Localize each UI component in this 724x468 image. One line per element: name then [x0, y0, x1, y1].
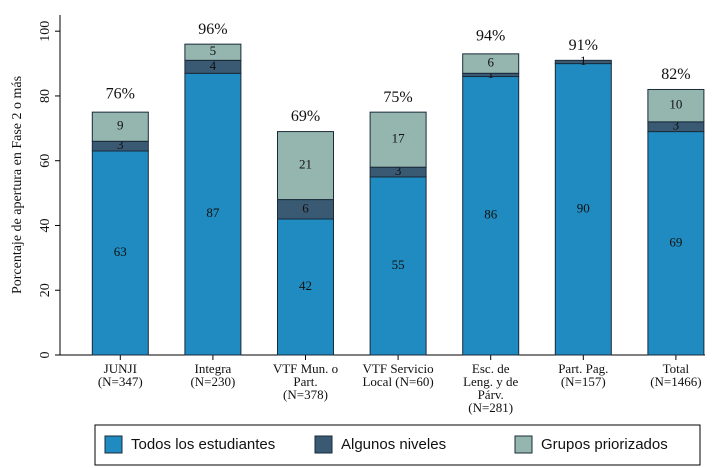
bar-segment: [554, 63, 612, 356]
x-tick-label: VTF Servicio: [363, 361, 434, 376]
segment-label: 17: [392, 131, 406, 146]
x-tick-label: (N=281): [468, 400, 513, 415]
x-tick-label: Part. Pag.: [558, 361, 608, 376]
bar-segment: [462, 76, 520, 356]
bar-segment: [369, 176, 427, 356]
legend-swatch: [514, 435, 533, 454]
x-tick-label: (N=378): [283, 387, 328, 402]
y-tick-label: 100: [38, 21, 53, 42]
segment-label: 42: [299, 278, 312, 293]
segment-label: 9: [117, 118, 124, 133]
segment-label: 10: [669, 97, 682, 112]
total-label: 96%: [198, 21, 227, 38]
total-label: 91%: [569, 37, 598, 54]
x-tick-label: (N=157): [561, 374, 606, 389]
legend-label: Grupos priorizados: [541, 436, 668, 453]
bar-segment: [647, 131, 705, 356]
x-tick-label: (N=1466): [650, 374, 701, 389]
segment-label: 21: [299, 157, 312, 172]
segment-label: 55: [392, 257, 405, 272]
total-label: 82%: [661, 66, 690, 83]
bar-segment: [554, 59, 612, 65]
segment-label: 3: [117, 137, 124, 152]
segment-label: 87: [206, 205, 220, 220]
x-tick-label: Local (N=60): [362, 374, 433, 389]
segment-label: 1: [580, 53, 587, 68]
x-tick-label: (N=347): [98, 374, 143, 389]
segment-label: 6: [302, 200, 309, 215]
segment-label: 5: [210, 43, 217, 58]
segment-label: 86: [484, 207, 498, 222]
bar-segment: [184, 72, 242, 356]
total-label: 69%: [291, 108, 320, 125]
x-tick-label: Total: [663, 361, 690, 376]
total-label: 94%: [476, 27, 505, 44]
total-label: 76%: [106, 86, 135, 103]
total-label: 75%: [383, 89, 412, 106]
legend-swatch: [314, 435, 333, 454]
segment-label: 6: [487, 55, 494, 70]
x-tick-label: Leng. y de: [463, 374, 518, 389]
y-axis-label: Porcentaje de apertura en Fase 2 o más: [10, 76, 25, 294]
legend-box: [94, 424, 701, 466]
legend-swatch: [104, 435, 123, 454]
x-tick-label: Integra: [194, 361, 231, 376]
bar-segment: [647, 88, 705, 123]
bar-segment: [91, 150, 149, 356]
y-tick-label: 0: [38, 352, 53, 359]
x-tick-label: Part.: [293, 374, 317, 389]
bar-segment: [91, 111, 149, 142]
x-tick-label: JUNJI: [104, 361, 137, 376]
x-tick-label: VTF Mun. o: [273, 361, 338, 376]
bar-segment: [277, 131, 334, 201]
x-tick-label: Esc. de: [472, 361, 510, 376]
y-tick-label: 60: [38, 154, 53, 168]
y-tick-label: 40: [38, 218, 53, 232]
y-tick-label: 20: [38, 283, 53, 297]
segment-label: 69: [669, 234, 682, 249]
y-tick-label: 80: [38, 89, 53, 103]
bar-segment: [184, 43, 242, 61]
segment-label: 3: [395, 163, 402, 178]
segment-label: 3: [673, 118, 680, 133]
legend-label: Algunos niveles: [341, 436, 446, 453]
legend-label: Todos los estudiantes: [131, 436, 275, 453]
x-tick-label: (N=230): [190, 374, 235, 389]
bar-segment: [462, 53, 520, 74]
bar-segment: [369, 111, 427, 168]
segment-label: 4: [210, 58, 217, 73]
bar-segment: [277, 218, 334, 356]
x-tick-label: Párv.: [478, 387, 504, 402]
segment-label: 63: [114, 244, 127, 259]
segment-label: 90: [577, 200, 590, 215]
